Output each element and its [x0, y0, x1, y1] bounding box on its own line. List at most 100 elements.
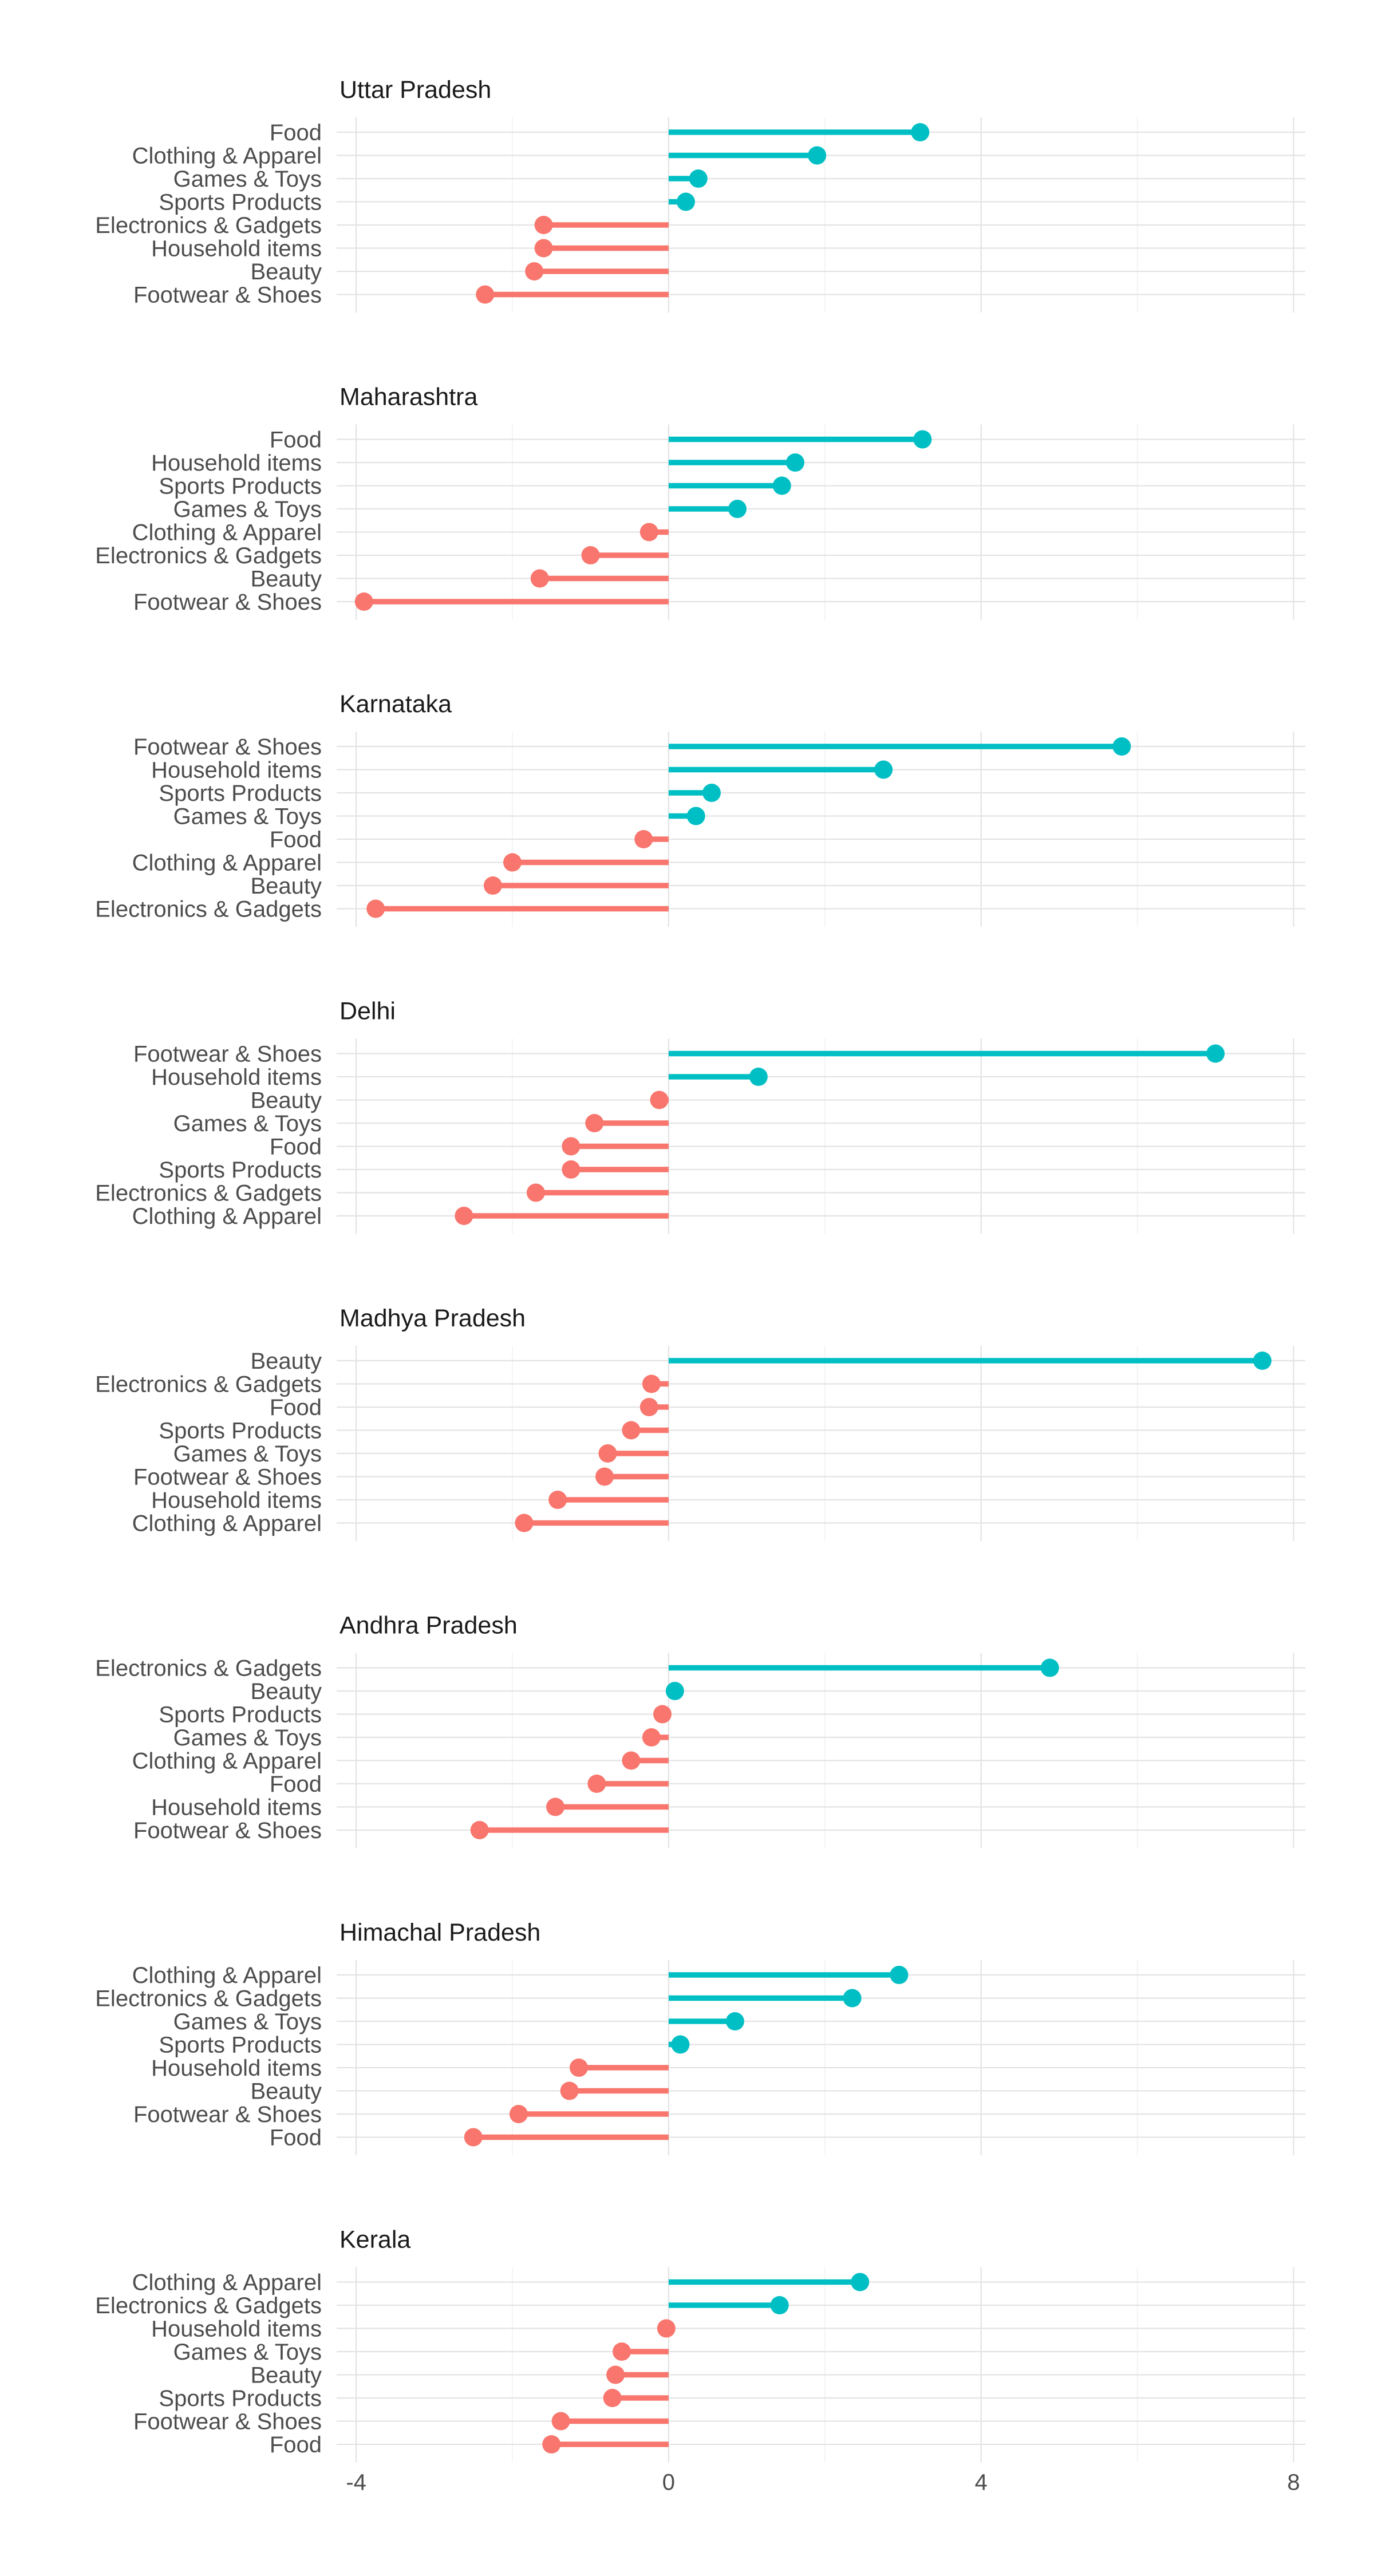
lollipop-point: [1253, 1352, 1272, 1370]
panel-title: Andhra Pradesh: [339, 1612, 518, 1639]
lollipop-point: [622, 1421, 641, 1440]
category-label: Beauty: [250, 1349, 322, 1374]
category-label: Sports Products: [159, 2386, 322, 2411]
category-label: Electronics & Gadgets: [95, 1372, 322, 1397]
lollipop-point: [725, 2012, 744, 2030]
lollipop-point: [642, 1728, 661, 1747]
category-label: Clothing & Apparel: [132, 1963, 322, 1988]
lollipop-point: [770, 2296, 789, 2314]
lollipop-point: [676, 192, 695, 211]
category-label: Clothing & Apparel: [132, 1749, 322, 1774]
category-label: Games & Toys: [173, 2340, 322, 2365]
category-label: Beauty: [250, 2363, 322, 2388]
category-label: Household items: [151, 1488, 322, 1513]
lollipop-point: [542, 2435, 561, 2453]
category-label: Footwear & Shoes: [133, 1042, 322, 1067]
category-label: Footwear & Shoes: [133, 2102, 322, 2127]
panel-title: Himachal Pradesh: [339, 1919, 540, 1946]
category-label: Sports Products: [159, 1157, 322, 1183]
lollipop-point: [650, 1091, 669, 1109]
lollipop-point: [455, 1207, 473, 1225]
category-label: Clothing & Apparel: [132, 144, 322, 169]
lollipop-point: [603, 2389, 622, 2407]
x-tick-label: 0: [662, 2470, 675, 2495]
lollipop-point: [657, 2319, 676, 2338]
lollipop-point: [562, 1137, 581, 1156]
lollipop-point: [483, 876, 502, 895]
category-label: Footwear & Shoes: [133, 1465, 322, 1490]
category-label: Household items: [151, 758, 322, 783]
lollipop-point: [464, 2128, 483, 2147]
lollipop-point: [476, 285, 495, 304]
lollipop-point: [639, 523, 658, 542]
lollipop-point: [562, 1160, 581, 1179]
lollipop-point: [525, 262, 544, 280]
category-label: Electronics & Gadgets: [95, 543, 322, 568]
category-label: Clothing & Apparel: [132, 2270, 322, 2296]
category-label: Clothing & Apparel: [132, 520, 322, 546]
lollipop-point: [534, 216, 553, 234]
lollipop-point: [689, 169, 708, 188]
lollipop-point: [634, 830, 653, 848]
category-label: Clothing & Apparel: [132, 1511, 322, 1536]
category-label: Food: [270, 827, 322, 852]
category-label: Sports Products: [159, 190, 322, 215]
category-label: Electronics & Gadgets: [95, 1656, 322, 1681]
lollipop-point: [585, 1114, 604, 1132]
lollipop-point: [653, 1705, 672, 1724]
lollipop-point: [785, 453, 804, 472]
category-label: Beauty: [250, 874, 322, 899]
category-label: Clothing & Apparel: [132, 851, 322, 876]
lollipop-point: [686, 807, 705, 825]
category-label: Household items: [151, 1795, 322, 1820]
lollipop-point: [639, 1398, 658, 1416]
lollipop-point: [530, 569, 549, 588]
x-tick-label: 8: [1287, 2470, 1300, 2495]
category-label: Household items: [151, 2056, 322, 2081]
lollipop-point: [366, 899, 385, 918]
lollipop-point: [728, 500, 747, 518]
category-label: Footwear & Shoes: [133, 2409, 322, 2435]
lollipop-point: [1040, 1658, 1059, 1677]
category-label: Food: [270, 2432, 322, 2458]
category-label: Electronics & Gadgets: [95, 2293, 322, 2318]
category-label: Footwear & Shoes: [133, 734, 322, 760]
lollipop-point: [606, 2365, 625, 2384]
category-label: Electronics & Gadgets: [95, 213, 322, 238]
category-label: Food: [270, 428, 322, 453]
category-label: Household items: [151, 1065, 322, 1090]
lollipop-point: [913, 430, 932, 449]
lollipop-point: [665, 1682, 684, 1700]
category-label: Beauty: [250, 2079, 322, 2104]
lollipop-point: [772, 476, 791, 495]
panel-title: Madhya Pradesh: [339, 1305, 526, 1332]
lollipop-point: [622, 1751, 641, 1770]
category-label: Footwear & Shoes: [133, 1818, 322, 1843]
lollipop-point: [526, 1183, 545, 1202]
lollipop-point: [560, 2081, 579, 2100]
category-label: Games & Toys: [173, 1725, 322, 1751]
category-label: Electronics & Gadgets: [95, 1986, 322, 2012]
panel-title: Maharashtra: [339, 384, 477, 411]
lollipop-point: [671, 2035, 690, 2054]
category-label: Food: [270, 120, 322, 145]
lollipop-point: [1206, 1044, 1225, 1063]
lollipop-point: [515, 1514, 534, 1532]
category-label: Sports Products: [159, 2033, 322, 2058]
lollipop-point: [843, 1989, 862, 2008]
category-label: Beauty: [250, 1679, 322, 1704]
category-label: Games & Toys: [173, 804, 322, 829]
lollipop-point: [702, 784, 721, 802]
category-label: Household items: [151, 236, 322, 262]
lollipop-point: [509, 2105, 528, 2123]
category-label: Games & Toys: [173, 1111, 322, 1136]
lollipop-point: [598, 1444, 617, 1463]
panel-title: Kerala: [339, 2226, 410, 2254]
panel-title: Uttar Pradesh: [339, 76, 491, 104]
lollipop-point: [1112, 737, 1131, 756]
category-label: Beauty: [250, 1088, 322, 1113]
category-label: Household items: [151, 451, 322, 476]
lollipop-point: [581, 546, 600, 564]
category-label: Food: [270, 1135, 322, 1160]
category-label: Footwear & Shoes: [133, 590, 322, 615]
